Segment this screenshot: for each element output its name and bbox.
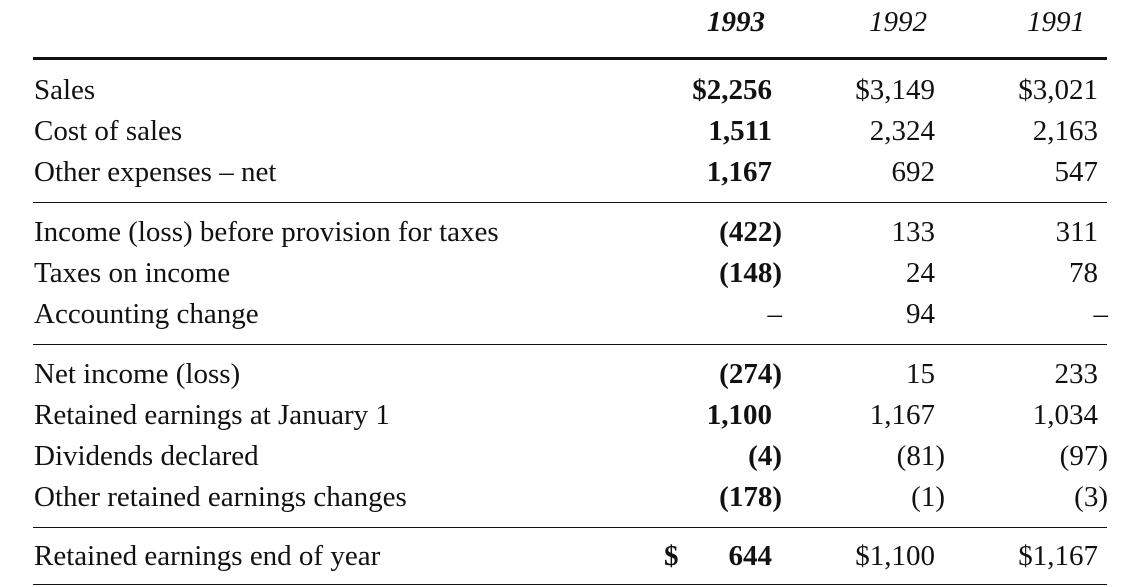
row-label: Accounting change (34, 298, 259, 330)
row-label: Other expenses – net (34, 156, 277, 188)
row-label: Retained earnings at January 1 (34, 399, 390, 431)
value-1992: $3,149 (855, 74, 935, 106)
value-1993: 644 (728, 540, 773, 572)
value-1991: 78 (1069, 257, 1098, 289)
row-label: Sales (34, 74, 96, 106)
value-1992: 15 (906, 358, 935, 390)
value-1992: 1,167 (869, 399, 935, 431)
section-divider (33, 202, 1107, 203)
header-1991: 1991 (1027, 6, 1085, 38)
table-row: Other expenses – net 1,167 692 547 (0, 152, 1123, 192)
section-divider (33, 527, 1107, 528)
table-row: Income (loss) before provision for taxes… (0, 212, 1123, 252)
value-1993: – (767, 298, 783, 330)
value-1993: (4) (748, 440, 782, 472)
row-label: Taxes on income (34, 257, 231, 289)
value-1992: 133 (891, 216, 936, 248)
currency-symbol: $ (664, 540, 679, 572)
row-label: Cost of sales (34, 115, 183, 147)
value-1991: (97) (1059, 440, 1108, 472)
row-label: Income (loss) before provision for taxes (34, 216, 499, 248)
value-1991: – (1093, 298, 1109, 330)
value-1993: (274) (719, 358, 782, 390)
header-rule (33, 57, 1107, 60)
table-row: Dividends declared (4) (81) (97) (0, 436, 1123, 476)
value-1991: 547 (1054, 156, 1099, 188)
table-row: Retained earnings end of year $ 644 $1,1… (0, 536, 1123, 576)
bottom-rule (33, 584, 1107, 585)
value-1991: (3) (1074, 481, 1108, 513)
value-1991: 311 (1055, 216, 1098, 248)
value-1991: $3,021 (1018, 74, 1098, 106)
value-1991: 233 (1054, 358, 1099, 390)
value-1991: 2,163 (1032, 115, 1098, 147)
value-1993: (422) (719, 216, 782, 248)
value-1992: $1,100 (855, 540, 935, 572)
table-row: Net income (loss) (274) 15 233 (0, 354, 1123, 394)
value-1993: $2,256 (692, 74, 772, 106)
value-1993: 1,100 (706, 399, 772, 431)
value-1993: 1,511 (708, 115, 772, 147)
value-1992: 692 (891, 156, 936, 188)
header-1992: 1992 (869, 6, 927, 38)
row-label: Other retained earnings changes (34, 481, 407, 513)
value-1991: $1,167 (1018, 540, 1098, 572)
value-1992: 24 (906, 257, 935, 289)
table-row: Taxes on income (148) 24 78 (0, 253, 1123, 293)
header-1993: 1993 (707, 6, 765, 38)
row-label: Retained earnings end of year (34, 540, 381, 572)
table-row: Retained earnings at January 1 1,100 1,1… (0, 395, 1123, 435)
value-1993: (178) (719, 481, 782, 513)
value-1992: 2,324 (869, 115, 935, 147)
section-divider (33, 344, 1107, 345)
value-1992: (81) (896, 440, 945, 472)
value-1992: 94 (906, 298, 935, 330)
table-row: Sales $2,256 $3,149 $3,021 (0, 70, 1123, 110)
row-label: Dividends declared (34, 440, 259, 472)
table-row: Cost of sales 1,511 2,324 2,163 (0, 111, 1123, 151)
table-row: Other retained earnings changes (178) (1… (0, 477, 1123, 517)
value-1992: (1) (911, 481, 945, 513)
value-1993: 1,167 (706, 156, 772, 188)
value-1991: 1,034 (1032, 399, 1098, 431)
row-label: Net income (loss) (34, 358, 241, 390)
table-row: Accounting change – 94 – (0, 294, 1123, 334)
value-1993: (148) (719, 257, 782, 289)
